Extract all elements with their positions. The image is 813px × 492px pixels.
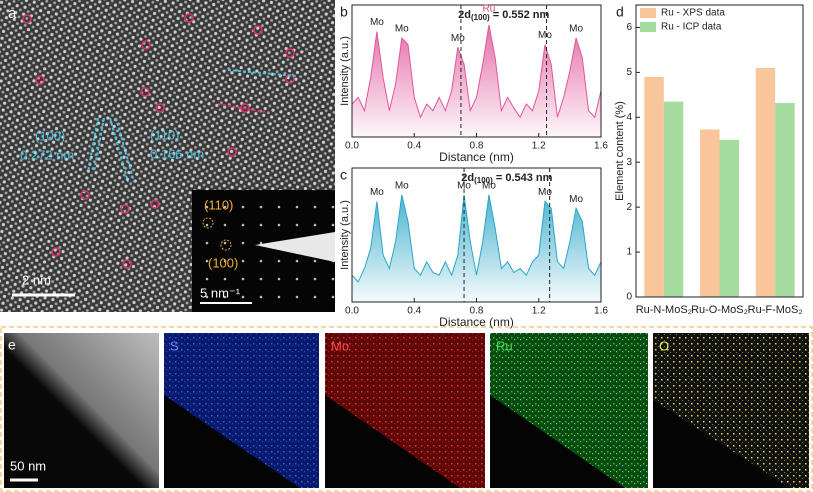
inset-scale-label: 5 nm⁻¹	[200, 285, 241, 300]
x-tick-label: 0.8	[470, 306, 484, 317]
peak-label: Mo	[457, 180, 471, 191]
scale-bar-label: 2 nm	[22, 272, 51, 287]
map-label: O	[659, 338, 669, 353]
legend-label: Ru - XPS data	[661, 8, 725, 19]
panel-label: e	[8, 337, 16, 353]
bar	[755, 67, 776, 298]
y-axis-label: Intensity (a.u.)	[339, 36, 351, 106]
bar	[719, 139, 739, 297]
peak-label: Mo	[482, 180, 496, 191]
y-axis-label: Element content (%)	[614, 101, 626, 201]
map-label: S	[170, 338, 179, 353]
panel-label: a	[8, 5, 17, 22]
annotation: (110)	[150, 127, 179, 142]
panel-label: c	[340, 167, 347, 183]
inset-label: (100)	[208, 255, 238, 270]
y-tick-label: 5	[626, 67, 632, 78]
y-tick-label: 0	[626, 292, 632, 303]
peak-label: Mo	[395, 24, 409, 35]
peak-label: Mo	[370, 187, 384, 198]
panel-label: b	[340, 4, 348, 20]
peak-label: Mo	[451, 33, 465, 44]
x-tick-label: 1.2	[532, 306, 546, 317]
annotation-text: 2d	[458, 9, 471, 21]
legend-label: Ru - ICP data	[661, 22, 722, 33]
peak-label: Mo	[569, 194, 583, 205]
scale-bar-label: 50 nm	[10, 458, 46, 473]
x-tick-label: 0.0	[345, 306, 359, 317]
y-tick-label: 4	[626, 112, 632, 123]
map-label: Ru	[496, 338, 513, 353]
x-tick-label: 1.6	[594, 306, 608, 317]
x-tick-label: 0.4	[407, 141, 421, 152]
y-tick-label: 3	[626, 157, 632, 168]
line	[351, 194, 602, 283]
annotation: 2d(100) = 0.543 nm	[461, 172, 552, 185]
annotation: 0.166 nm	[150, 146, 204, 161]
x-tick-label: 0.0	[345, 141, 359, 152]
plot-frame	[635, 4, 804, 298]
bar	[775, 102, 795, 297]
x-tick-label: 1.2	[532, 141, 546, 152]
y-tick-label: 2	[626, 202, 632, 213]
bar	[700, 129, 720, 297]
peak-label: Mo	[395, 180, 409, 191]
inset-label: (110)	[204, 197, 233, 212]
x-tick-label: Ru-F-MoS₂	[748, 304, 803, 316]
eds-maps: e S Mo Ru O 50 nm	[0, 326, 813, 492]
bar	[663, 101, 684, 297]
annotation-tail: = 0.552 nm	[490, 9, 550, 21]
x-tick-label: Ru-N-MoS₂	[636, 304, 692, 316]
y-axis-label: Intensity (a.u.)	[339, 200, 351, 270]
peak-label: Mo	[569, 24, 583, 35]
annotation: 0.272 nm	[20, 147, 74, 162]
annotation: 2d(100) = 0.552 nm	[458, 9, 549, 22]
peak-label: Mo	[370, 17, 384, 28]
x-tick-label: 0.4	[407, 306, 421, 317]
x-tick-label: Ru-O-MoS₂	[691, 304, 748, 316]
tem-image: a (100) 0.272 nm (110) 0.166 nm 2 nm (11…	[0, 0, 335, 312]
x-tick-label: 0.8	[470, 141, 484, 152]
panel-label: d	[616, 4, 624, 20]
map-label: Mo	[331, 338, 349, 353]
peak-label: Mo	[538, 30, 552, 41]
annotation-tail: = 0.543 nm	[493, 172, 553, 184]
x-axis-label: Distance (nm)	[439, 315, 514, 329]
annotation: (100)	[35, 128, 65, 143]
annotation-text: 2d	[461, 172, 474, 184]
legend-swatch	[640, 8, 656, 18]
x-axis-label: Distance (nm)	[439, 150, 514, 164]
bar	[644, 76, 664, 297]
area	[352, 194, 601, 302]
annotation-sub: (100)	[471, 13, 490, 22]
line	[351, 24, 602, 119]
peak-label: Mo	[538, 187, 552, 198]
area	[352, 24, 601, 137]
legend-swatch	[640, 22, 656, 32]
x-tick-label: 1.6	[594, 141, 608, 152]
y-tick-label: 1	[626, 247, 632, 258]
y-tick-label: 6	[626, 22, 632, 33]
annotation-sub: (100)	[474, 176, 493, 185]
peak-label: Ru	[483, 3, 496, 14]
